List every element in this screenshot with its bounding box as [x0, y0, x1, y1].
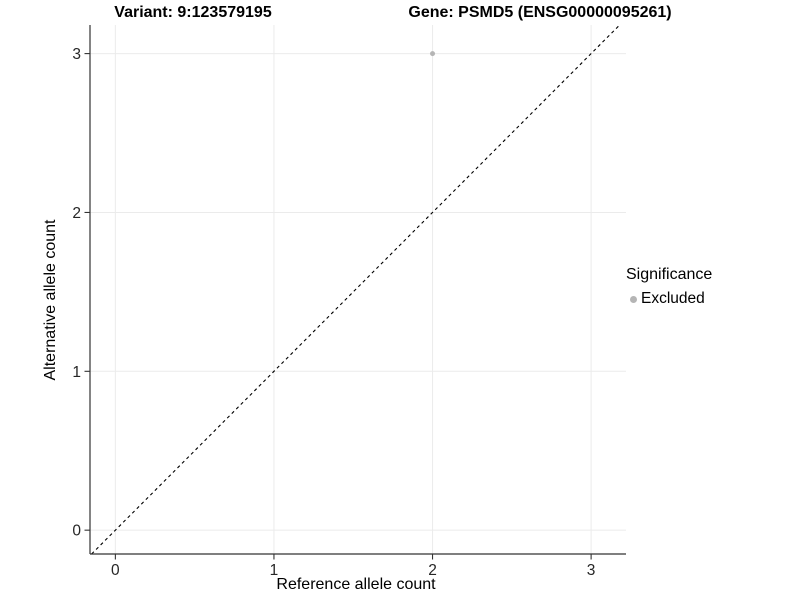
x-axis-title: Reference allele count — [276, 576, 436, 593]
variant-title: Variant: 9:123579195 — [114, 4, 272, 21]
x-tick-label: 0 — [111, 562, 120, 579]
y-tick-label: 0 — [72, 523, 81, 540]
y-axis-title: Alternative allele count — [42, 219, 59, 381]
y-tick-label: 2 — [72, 205, 81, 222]
identity-reference-line — [91, 24, 621, 555]
x-tick-label: 2 — [428, 562, 437, 579]
legend-title: Significance — [626, 266, 713, 283]
y-tick-label: 3 — [72, 46, 81, 63]
excluded-point-icon — [630, 295, 637, 303]
legend-item-excluded: Excluded — [626, 290, 712, 308]
data-point — [430, 51, 436, 57]
x-tick-label: 3 — [587, 562, 596, 579]
legend: Significance Excluded — [626, 266, 712, 308]
gene-title: Gene: PSMD5 (ENSG00000095261) — [408, 4, 672, 21]
y-tick-label: 1 — [72, 364, 81, 381]
legend-item-label: Excluded — [641, 290, 705, 307]
x-tick-label: 1 — [270, 562, 279, 579]
